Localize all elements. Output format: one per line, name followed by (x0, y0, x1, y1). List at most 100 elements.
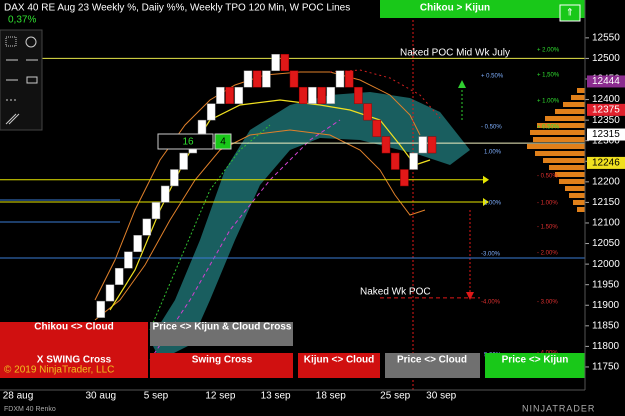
level-arrow (483, 197, 489, 206)
renko-brick (142, 218, 152, 236)
x-tick-label: 13 sep (261, 391, 291, 402)
y-tick-label: 12150 (592, 197, 620, 208)
tpo-bar (573, 200, 585, 205)
y-tick-label: 12550 (592, 32, 620, 43)
tpo-bar (559, 179, 585, 184)
y-tick-label: 11750 (592, 362, 620, 373)
signal-text: Chikou > Kijun (420, 3, 490, 14)
tpo-bar (569, 193, 585, 198)
percent-label: - 1.00% (537, 201, 558, 207)
tpo-bar (577, 207, 585, 212)
renko-brick (133, 235, 142, 253)
price-label-bg (587, 75, 625, 88)
percent-label: - 2.00% (537, 251, 558, 257)
brand: NINJATRADER (522, 403, 595, 413)
renko-brick (381, 136, 391, 154)
tpo-bar (543, 158, 585, 163)
button-label: X SWING Cross (37, 355, 112, 366)
signal-buttons: Chikou <> Cloud Price <> Kijun & Cloud C… (0, 322, 585, 378)
renko-brick (344, 70, 354, 88)
tpo-bar (555, 172, 585, 177)
percent-label: - 3.00% (537, 300, 558, 306)
percent-label: - 0.50% (481, 125, 502, 131)
renko-brick (418, 136, 428, 154)
renko-brick (298, 86, 308, 104)
tpo-bar (537, 123, 585, 128)
tpo-bar (565, 186, 585, 191)
x-tick-label: 12 sep (205, 391, 235, 402)
button-label: Price <> Kijun & Cloud Cross (153, 322, 292, 333)
y-tick-label: 12350 (592, 115, 620, 126)
collapse-icon[interactable]: ⇑ (566, 8, 574, 19)
button-label: Price <> Cloud (397, 355, 467, 366)
y-tick-label: 11900 (592, 300, 620, 311)
price-label: 12444 (592, 76, 620, 87)
renko-brick (160, 185, 170, 203)
price-label-bg (587, 103, 625, 116)
renko-brick (335, 70, 345, 88)
renko-brick (289, 70, 299, 88)
signal-arrow-head (466, 292, 474, 300)
chart-title: DAX 40 RE Aug 23 Weekly %, Daiiy %%, Wee… (4, 3, 350, 14)
renko-brick (363, 103, 372, 121)
annotation: Naked POC Mid Wk July (400, 48, 510, 59)
renko-brick (308, 86, 317, 104)
tpo-bar (577, 88, 585, 93)
renko-brick (170, 169, 179, 187)
tpo-bar (555, 109, 585, 114)
tpo-bar (549, 165, 585, 170)
button-bg (150, 353, 293, 378)
price-label: 12315 (592, 129, 620, 140)
y-tick-label: 12400 (592, 94, 620, 105)
daily-change: 0,37% (8, 15, 36, 26)
button-label: Chikou <> Cloud (34, 322, 113, 333)
annotation: Naked Wk POC (360, 287, 431, 298)
y-tick-label: 11850 (592, 320, 620, 331)
drawing-tools (0, 29, 43, 131)
collapse-button[interactable] (559, 4, 581, 22)
renko-brick (243, 70, 253, 88)
button-bg (385, 353, 480, 378)
percent-label: + 1,50% (537, 73, 560, 79)
percent-label: + 2.00% (537, 48, 560, 54)
percent-label: - 1.50% (537, 225, 558, 231)
tpo-bar (563, 102, 585, 107)
button-label: Price <> Kijun (502, 355, 569, 366)
tpo-bar (571, 95, 585, 100)
button-label: Kijun <> Cloud (304, 355, 375, 366)
y-tick-label: 12300 (592, 135, 620, 146)
renko-brick (372, 119, 382, 137)
y-tick-label: 12200 (592, 176, 620, 187)
tpo-bar (527, 144, 585, 149)
renko-brick (271, 54, 280, 72)
price-label: 12375 (592, 104, 620, 115)
x-tick-label: 28 aug (3, 391, 34, 402)
renko-brick (409, 152, 418, 170)
button-bg (0, 322, 148, 378)
percent-label: -3.00% (481, 252, 501, 258)
x-tick-label: 18 sep (316, 391, 346, 402)
level-arrow (483, 175, 489, 184)
renko-brick (206, 103, 216, 121)
tpo-bar (535, 151, 585, 156)
tpo-bar (545, 116, 585, 121)
renko-brick (234, 86, 244, 104)
x-tick-label: 25 sep (380, 391, 410, 402)
renko-brick (114, 267, 124, 285)
chikou-line (149, 124, 271, 331)
x-tick-label: 5 sep (144, 391, 169, 402)
counter: 4 (220, 137, 226, 148)
tenkan-line (149, 119, 341, 361)
renko-brick (280, 54, 290, 72)
percent-label: + 0.50% (481, 74, 504, 80)
percent-label: -4.00% (481, 300, 501, 306)
renko-brick (216, 86, 225, 104)
copyright: © 2019 NinjaTrader, LLC (4, 365, 114, 376)
percent-label: 1.00% (484, 201, 502, 207)
tpo-bar (533, 137, 585, 142)
y-tick-label: 12100 (592, 218, 620, 229)
renko-brick (326, 86, 336, 104)
counter: 16 (182, 137, 194, 148)
